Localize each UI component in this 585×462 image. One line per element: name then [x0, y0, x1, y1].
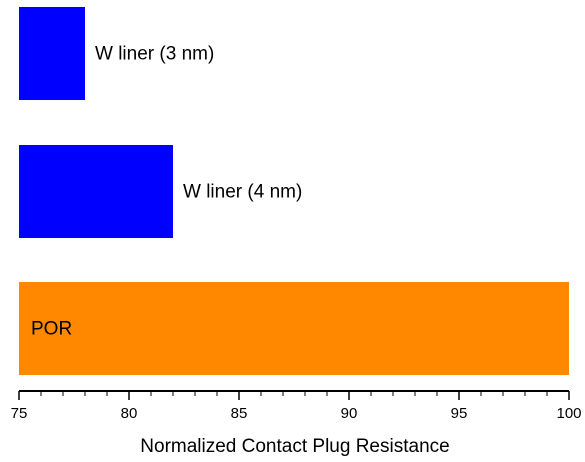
bars-group: W liner (3 nm) W liner (4 nm) POR	[19, 7, 569, 375]
bar-1	[19, 7, 85, 100]
bar-label-1: W liner (3 nm)	[95, 44, 214, 65]
bar-2	[19, 145, 173, 238]
x-axis-title: Normalized Contact Plug Resistance	[140, 436, 449, 457]
bar-label-2: W liner (4 nm)	[183, 182, 302, 203]
bar-label-3: POR	[31, 319, 72, 340]
x-tick-label: 75	[11, 405, 28, 422]
x-tick-label: 100	[556, 405, 581, 422]
x-tick-label: 85	[231, 405, 248, 422]
bar-3	[19, 282, 569, 375]
x-axis: 75 80 85 90 95 100	[11, 390, 582, 422]
x-tick-label: 80	[121, 405, 138, 422]
x-axis-ticks: 75 80 85 90 95 100	[11, 391, 582, 422]
x-tick-label: 90	[341, 405, 358, 422]
x-tick-label: 95	[451, 405, 468, 422]
